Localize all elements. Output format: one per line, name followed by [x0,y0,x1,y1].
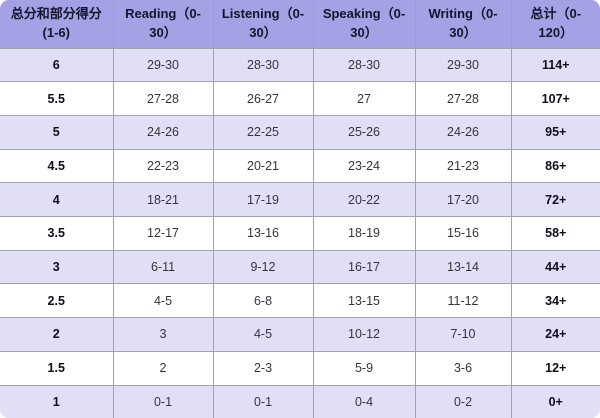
cell-reading: 4-5 [112,283,214,319]
cell-listening: 13-16 [212,216,314,251]
cell-score: 3 [0,249,114,285]
cell-score: 2 [0,317,114,352]
cell-reading: 18-21 [112,182,214,218]
cell-score: 4 [0,182,114,218]
cell-writing: 27-28 [414,81,512,116]
cell-reading: 29-30 [112,47,214,83]
header-total: 总计（0- 120） [510,0,600,49]
cell-writing: 15-16 [414,216,512,251]
header-reading: Reading（0- 30） [112,0,214,49]
header-writing: Writing（0- 30） [414,0,512,49]
table-row: 5.5 27-28 26-27 27 27-28 107+ [0,81,600,116]
cell-speaking: 5-9 [312,350,416,386]
table-row: 3.5 12-17 13-16 18-19 15-16 58+ [0,216,600,251]
cell-listening: 4-5 [212,317,314,352]
cell-writing: 24-26 [414,114,512,150]
cell-writing: 11-12 [414,283,512,319]
cell-listening: 22-25 [212,114,314,150]
cell-total: 24+ [510,317,600,352]
cell-total: 58+ [510,216,600,251]
cell-writing: 29-30 [414,47,512,83]
cell-listening: 20-21 [212,148,314,184]
cell-speaking: 0-4 [312,384,416,418]
cell-total: 107+ [510,81,600,116]
cell-speaking: 20-22 [312,182,416,218]
table-body: 6 29-30 28-30 28-30 29-30 114+ 5.5 27-28 26-27 27… [0,47,600,418]
cell-score: 3.5 [0,216,114,251]
cell-listening: 9-12 [212,249,314,285]
cell-speaking: 13-15 [312,283,416,319]
cell-speaking: 25-26 [312,114,416,150]
cell-total: 0+ [510,384,600,418]
table-row: 2.5 4-5 6-8 13-15 11-12 34+ [0,283,600,319]
cell-listening: 6-8 [212,283,314,319]
cell-score: 1.5 [0,350,114,386]
table-row: 6 29-30 28-30 28-30 29-30 114+ [0,47,600,83]
cell-total: 95+ [510,114,600,150]
cell-speaking: 16-17 [312,249,416,285]
cell-writing: 3-6 [414,350,512,386]
table-row: 3 6-11 9-12 16-17 13-14 44+ [0,249,600,285]
header-band-score: 总分和部分得分 (1-6) [0,0,114,49]
cell-total: 86+ [510,148,600,184]
cell-listening: 0-1 [212,384,314,418]
cell-reading: 27-28 [112,81,214,116]
cell-writing: 17-20 [414,182,512,218]
cell-listening: 17-19 [212,182,314,218]
cell-writing: 21-23 [414,148,512,184]
cell-total: 44+ [510,249,600,285]
cell-score: 1 [0,384,114,418]
cell-score: 5 [0,114,114,150]
cell-total: 114+ [510,47,600,83]
cell-listening: 2-3 [212,350,314,386]
cell-reading: 0-1 [112,384,214,418]
cell-speaking: 10-12 [312,317,416,352]
cell-reading: 22-23 [112,148,214,184]
header-speaking: Speaking（0- 30） [312,0,416,49]
cell-reading: 3 [112,317,214,352]
cell-writing: 13-14 [414,249,512,285]
cell-writing: 0-2 [414,384,512,418]
cell-score: 6 [0,47,114,83]
table-row: 1.5 2 2-3 5-9 3-6 12+ [0,350,600,386]
table-row: 4.5 22-23 20-21 23-24 21-23 86+ [0,148,600,184]
header-listening: Listening（0- 30） [212,0,314,49]
table-header: 总分和部分得分 (1-6) Reading（0- 30） Listening（0… [0,0,600,49]
cell-total: 12+ [510,350,600,386]
table-row: 2 3 4-5 10-12 7-10 24+ [0,317,600,352]
cell-speaking: 27 [312,81,416,116]
cell-total: 72+ [510,182,600,218]
cell-reading: 12-17 [112,216,214,251]
cell-total: 34+ [510,283,600,319]
table-row: 1 0-1 0-1 0-4 0-2 0+ [0,384,600,418]
cell-writing: 7-10 [414,317,512,352]
table-row: 5 24-26 22-25 25-26 24-26 95+ [0,114,600,150]
cell-score: 5.5 [0,81,114,116]
cell-speaking: 28-30 [312,47,416,83]
header-row: 总分和部分得分 (1-6) Reading（0- 30） Listening（0… [0,0,600,49]
cell-score: 2.5 [0,283,114,319]
cell-speaking: 18-19 [312,216,416,251]
cell-listening: 28-30 [212,47,314,83]
table-row: 4 18-21 17-19 20-22 17-20 72+ [0,182,600,218]
cell-reading: 24-26 [112,114,214,150]
cell-speaking: 23-24 [312,148,416,184]
cell-listening: 26-27 [212,81,314,116]
cell-reading: 2 [112,350,214,386]
cell-reading: 6-11 [112,249,214,285]
cell-score: 4.5 [0,148,114,184]
